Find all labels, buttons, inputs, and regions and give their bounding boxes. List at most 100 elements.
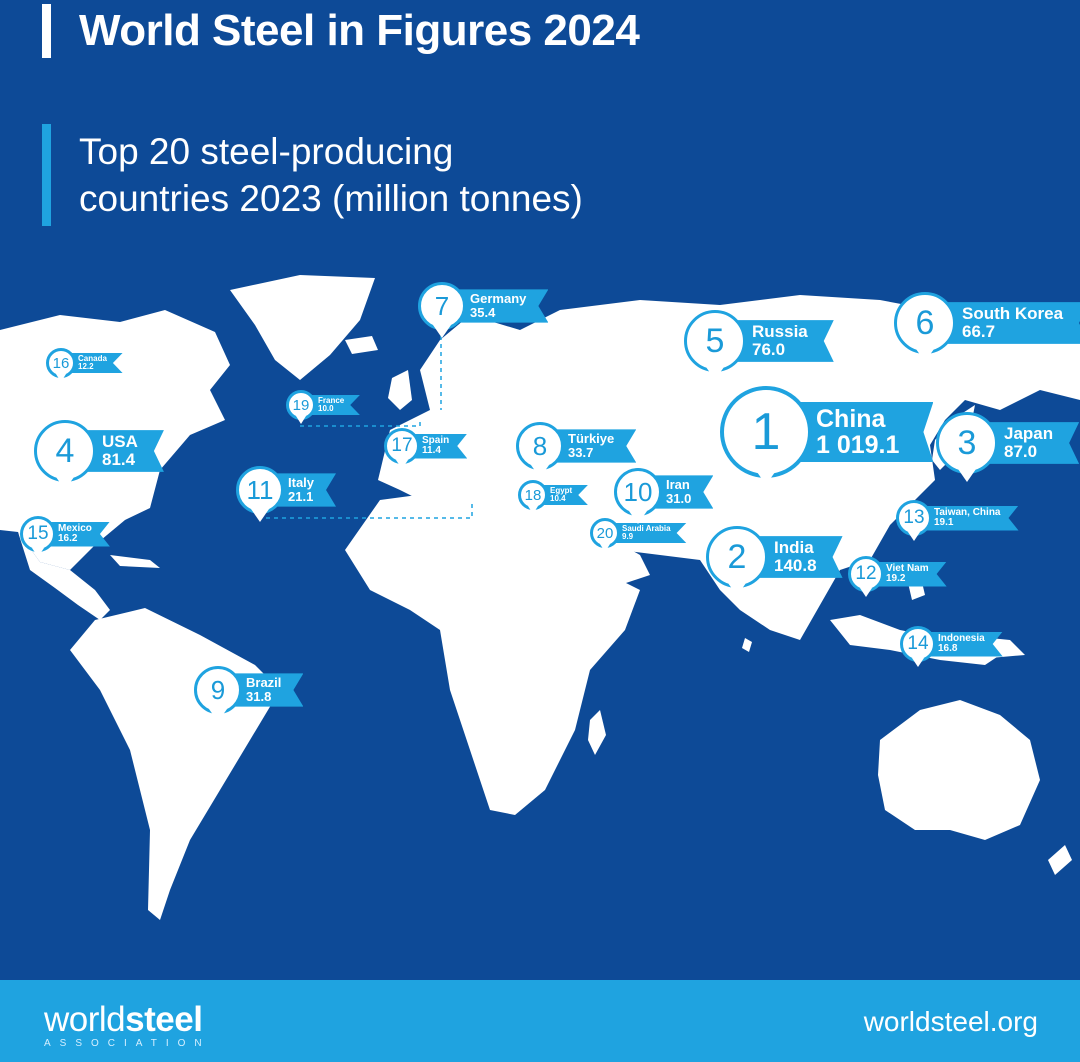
rank-badge: 19 <box>286 390 316 420</box>
landmass-south-america <box>70 608 280 920</box>
logo-subtitle: ASSOCIATION <box>44 1038 211 1049</box>
rank-badge: 17 <box>384 428 420 464</box>
country-value: 1 019.1 <box>816 431 900 459</box>
country-value: 12.2 <box>78 362 94 371</box>
rank-badge: 13 <box>896 500 932 536</box>
rank-badge: 18 <box>518 480 548 510</box>
landmass-greenland <box>230 275 375 380</box>
leader-line-france <box>300 418 421 427</box>
country-marker: 16 Canada 12.2 <box>46 348 123 378</box>
country-name: Egypt <box>550 485 573 495</box>
country-name: Italy <box>288 475 315 491</box>
country-name: Russia <box>752 322 808 342</box>
country-marker: 2 India 140.8 <box>706 526 843 588</box>
world-map <box>0 275 1080 920</box>
leader-line-italy <box>258 500 473 519</box>
country-value: 31.0 <box>666 491 692 506</box>
landmass-british-isles <box>388 370 412 410</box>
rank-badge: 3 <box>936 412 998 474</box>
worldsteel-logo: worldsteel ASSOCIATION <box>44 1000 211 1049</box>
country-label: Egypt 10.4 <box>540 485 588 506</box>
country-value: 76.0 <box>752 340 786 359</box>
country-value: 10.4 <box>550 494 566 503</box>
landmass-iceland <box>345 336 378 354</box>
country-name: Saudi Arabia <box>622 523 671 533</box>
subtitle-block: Top 20 steel-producing countries 2023 (m… <box>42 124 583 226</box>
country-name: Türkiye <box>568 431 615 447</box>
country-value: 21.1 <box>288 489 314 504</box>
country-value: 87.0 <box>1004 442 1038 461</box>
country-marker: 13 Taiwan, China 19.1 <box>896 500 1019 536</box>
country-label: Brazil 31.8 <box>230 673 303 706</box>
country-value: 10.0 <box>318 404 334 413</box>
country-marker: 11 Italy 21.1 <box>236 466 336 514</box>
country-value: 33.7 <box>568 445 594 460</box>
country-value: 19.2 <box>886 573 906 584</box>
country-marker: 14 Indonesia 16.8 <box>900 626 1003 662</box>
country-marker: 4 USA 81.4 <box>34 420 164 482</box>
country-label: India 140.8 <box>754 536 843 578</box>
country-value: 140.8 <box>774 556 817 575</box>
rank-badge: 20 <box>590 518 620 548</box>
country-label: Indonesia 16.8 <box>926 632 1003 657</box>
country-name: Iran <box>666 477 690 493</box>
country-marker: 15 Mexico 16.2 <box>20 516 110 552</box>
country-marker: 9 Brazil 31.8 <box>194 666 303 714</box>
country-marker: 1 China 1 019.1 <box>720 386 933 478</box>
country-label: Germany 35.4 <box>454 289 548 322</box>
title-accent-bar <box>42 4 51 58</box>
country-marker: 17 Spain 11.4 <box>384 428 467 464</box>
country-label: Viet Nam 19.2 <box>874 562 947 587</box>
country-name: Canada <box>78 353 107 363</box>
country-name: Brazil <box>246 675 282 691</box>
rank-badge: 8 <box>516 422 564 470</box>
country-name: France <box>318 395 345 405</box>
rank-badge: 7 <box>418 282 466 330</box>
rank-badge: 5 <box>684 310 746 372</box>
country-value: 19.1 <box>934 517 954 528</box>
landmass-europe-asia <box>378 295 1080 640</box>
landmass-caribbean <box>110 555 160 568</box>
country-marker: 7 Germany 35.4 <box>418 282 548 330</box>
page-subtitle: Top 20 steel-producing countries 2023 (m… <box>79 131 583 219</box>
footer-bar: worldsteel ASSOCIATION worldsteel.org <box>0 980 1080 1062</box>
country-name: Taiwan, China <box>934 506 1001 518</box>
country-name: India <box>774 538 814 558</box>
country-value: 9.9 <box>622 532 634 541</box>
country-marker: 3 Japan 87.0 <box>936 412 1079 474</box>
country-label: Saudi Arabia 9.9 <box>612 523 687 544</box>
country-label: Japan 87.0 <box>984 422 1079 464</box>
rank-badge: 6 <box>894 292 956 354</box>
rank-badge: 4 <box>34 420 96 482</box>
country-marker: 6 South Korea 66.7 <box>894 292 1080 354</box>
country-label: Canada 12.2 <box>68 353 123 374</box>
country-name: USA <box>102 432 138 452</box>
country-label: Taiwan, China 19.1 <box>922 506 1019 531</box>
website-link[interactable]: worldsteel.org <box>863 1006 1038 1037</box>
country-name: Japan <box>1004 424 1054 444</box>
landmasses <box>0 275 1080 920</box>
landmass-madagascar <box>588 710 606 755</box>
leader-lines <box>258 328 473 519</box>
country-value: 16.8 <box>938 643 958 654</box>
country-label: France 10.0 <box>308 395 360 416</box>
country-value: 11.4 <box>422 445 441 456</box>
country-name: Indonesia <box>938 632 985 644</box>
country-marker: 18 Egypt 10.4 <box>518 480 588 510</box>
rank-badge: 2 <box>706 526 768 588</box>
country-name: Germany <box>470 291 527 307</box>
country-name: Spain <box>422 434 450 446</box>
country-label: China 1 019.1 <box>794 402 933 463</box>
country-name: China <box>816 404 886 433</box>
rank-badge: 9 <box>194 666 242 714</box>
country-marker: 5 Russia 76.0 <box>684 310 834 372</box>
rank-badge: 10 <box>614 468 662 516</box>
country-value: 81.4 <box>102 450 136 469</box>
country-value: 31.8 <box>246 689 272 704</box>
logo-word-bold: steel <box>125 1000 203 1039</box>
country-value: 35.4 <box>470 305 496 320</box>
country-name: Mexico <box>58 522 92 534</box>
rank-badge: 12 <box>848 556 884 592</box>
country-marker: 10 Iran 31.0 <box>614 468 713 516</box>
country-label: South Korea 66.7 <box>942 302 1080 344</box>
